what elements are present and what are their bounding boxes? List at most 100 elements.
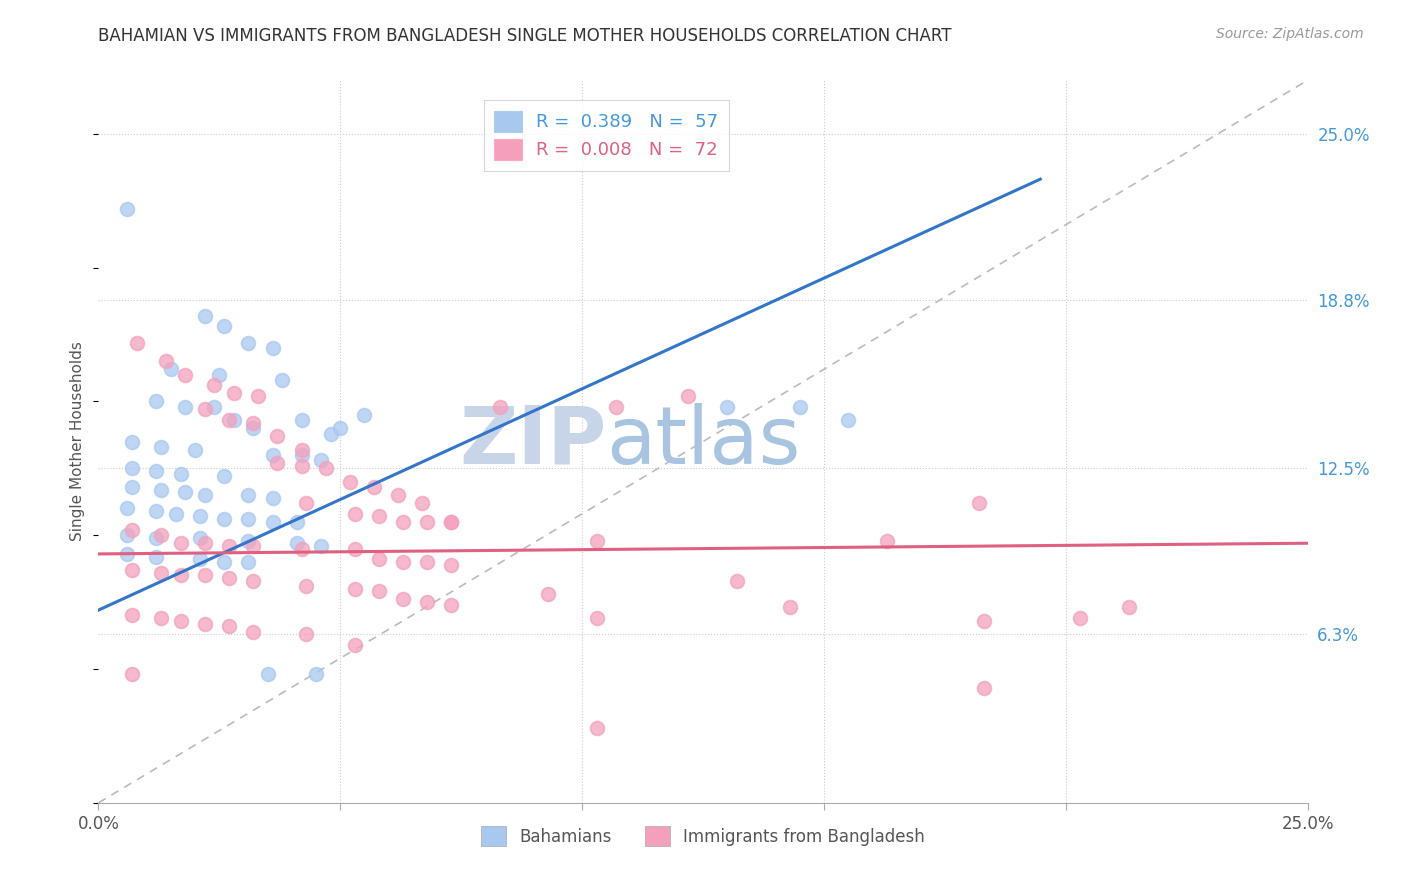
Point	[204, 400, 226, 414]
Point	[238, 533, 260, 548]
Point	[117, 501, 139, 516]
Point	[188, 552, 211, 566]
Point	[160, 362, 183, 376]
Point	[411, 496, 433, 510]
Point	[309, 453, 332, 467]
Point	[218, 539, 240, 553]
Point	[155, 354, 177, 368]
Point	[290, 413, 312, 427]
Point	[121, 434, 143, 449]
Point	[238, 488, 260, 502]
Point	[489, 400, 512, 414]
Point	[169, 614, 191, 628]
Point	[368, 509, 391, 524]
Point	[392, 592, 415, 607]
Point	[188, 509, 211, 524]
Point	[262, 448, 284, 462]
Point	[271, 373, 294, 387]
Point	[290, 458, 312, 473]
Point	[121, 667, 143, 681]
Point	[266, 429, 288, 443]
Point	[194, 616, 217, 631]
Point	[319, 426, 342, 441]
Point	[222, 413, 245, 427]
Point	[290, 541, 312, 556]
Point	[837, 413, 859, 427]
Point	[779, 600, 801, 615]
Point	[208, 368, 231, 382]
Point	[194, 488, 217, 502]
Point	[315, 461, 337, 475]
Point	[121, 563, 143, 577]
Point	[353, 408, 375, 422]
Point	[416, 555, 439, 569]
Point	[295, 627, 318, 641]
Point	[238, 512, 260, 526]
Point	[174, 368, 197, 382]
Point	[117, 528, 139, 542]
Point	[121, 480, 143, 494]
Point	[585, 721, 607, 735]
Point	[121, 523, 143, 537]
Point	[290, 442, 312, 457]
Point	[305, 667, 328, 681]
Point	[585, 533, 607, 548]
Point	[262, 515, 284, 529]
Point	[121, 608, 143, 623]
Point	[242, 539, 264, 553]
Point	[194, 536, 217, 550]
Point	[440, 515, 463, 529]
Point	[339, 475, 361, 489]
Point	[363, 480, 385, 494]
Point	[242, 574, 264, 588]
Point	[117, 547, 139, 561]
Point	[290, 448, 312, 462]
Point	[973, 614, 995, 628]
Point	[212, 512, 235, 526]
Point	[716, 400, 738, 414]
Point	[266, 456, 288, 470]
Point	[174, 485, 197, 500]
Point	[218, 571, 240, 585]
Point	[184, 442, 207, 457]
Point	[218, 619, 240, 633]
Point	[295, 496, 318, 510]
Point	[150, 440, 173, 454]
Point	[876, 533, 898, 548]
Point	[145, 504, 167, 518]
Point	[242, 624, 264, 639]
Point	[1118, 600, 1140, 615]
Point	[343, 638, 366, 652]
Point	[174, 400, 197, 414]
Y-axis label: Single Mother Households: Single Mother Households	[70, 342, 86, 541]
Point	[392, 515, 415, 529]
Point	[440, 558, 463, 572]
Point	[242, 416, 264, 430]
Point	[392, 555, 415, 569]
Point	[789, 400, 811, 414]
Point	[262, 341, 284, 355]
Point	[605, 400, 627, 414]
Point	[256, 667, 278, 681]
Point	[145, 464, 167, 478]
Point	[242, 421, 264, 435]
Point	[150, 566, 173, 580]
Point	[368, 552, 391, 566]
Point	[387, 488, 409, 502]
Text: BAHAMIAN VS IMMIGRANTS FROM BANGLADESH SINGLE MOTHER HOUSEHOLDS CORRELATION CHAR: BAHAMIAN VS IMMIGRANTS FROM BANGLADESH S…	[98, 27, 952, 45]
Point	[440, 515, 463, 529]
Point	[188, 531, 211, 545]
Point	[368, 584, 391, 599]
Point	[343, 582, 366, 596]
Text: Source: ZipAtlas.com: Source: ZipAtlas.com	[1216, 27, 1364, 41]
Point	[194, 309, 217, 323]
Point	[725, 574, 748, 588]
Point	[585, 611, 607, 625]
Point	[247, 389, 270, 403]
Point	[329, 421, 352, 435]
Point	[218, 413, 240, 427]
Point	[416, 595, 439, 609]
Text: ZIP: ZIP	[458, 402, 606, 481]
Point	[117, 202, 139, 216]
Point	[204, 378, 226, 392]
